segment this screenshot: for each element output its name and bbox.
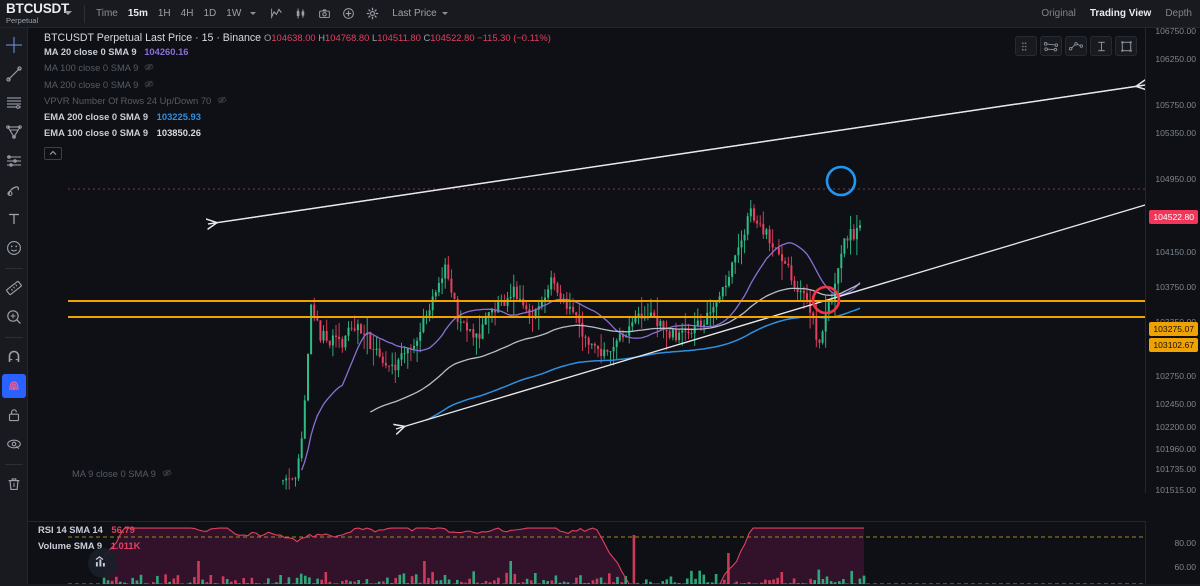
volume-label: Volume SMA 9 [38,540,103,551]
price-axis-tick: 102750.00 [1155,371,1196,381]
zoom-in-tool[interactable] [2,305,26,329]
view-original[interactable]: Original [1041,8,1076,19]
price-source-label: Last Price [392,8,437,19]
price-axis-tick: 106250.00 [1155,54,1196,64]
timeframe-1d[interactable]: 1D [203,8,217,19]
remove-drawings-tool[interactable] [2,472,26,496]
emoji-tool[interactable] [2,236,26,260]
price-chart-svg [68,28,1145,490]
trend-line-tool[interactable] [2,62,26,86]
legend-collapse-button[interactable] [44,146,62,160]
camera-icon[interactable] [312,0,336,28]
measure-ruler-tool[interactable] [2,276,26,300]
price-axis-tick: 101735.00 [1155,464,1196,474]
divider [4,464,23,465]
chart-type-icon[interactable] [264,0,288,28]
divider [4,268,23,269]
view-trading-view[interactable]: Trading View [1089,8,1152,19]
price-axis-tick: 106750.00 [1155,26,1196,36]
price-axis-tick: 101960.00 [1155,444,1196,454]
legend-indicator-ma9[interactable]: MA 9 close 0 SMA 9 [72,468,172,479]
settings-gear-icon[interactable] [360,0,384,28]
magnet-mode-icon[interactable] [1040,36,1062,56]
blue-circle-marker [825,165,857,197]
crosshair-tool[interactable] [2,33,26,57]
chart-tool-buttons [1015,36,1137,56]
rsi-value: 56.79 [111,524,135,535]
timeframe-15m[interactable]: 15m [127,8,148,19]
price-axis-tick: 102450.00 [1155,399,1196,409]
hidden-eye-icon[interactable] [162,468,172,478]
lower-pane-svg [68,527,1145,586]
fib-retracement-tool[interactable] [2,149,26,173]
view-depth[interactable]: Depth [1165,8,1192,19]
volume-legend[interactable]: Volume SMA 9 1.011K [38,540,140,551]
magnet-tool[interactable] [2,345,26,369]
object-tree-icon[interactable] [1015,36,1037,56]
price-axis-tick: 102200.00 [1155,422,1196,432]
add-indicator-icon[interactable] [336,0,360,28]
bottom-strip [0,584,1200,586]
price-axis-red-tag[interactable]: 104522.80 [1149,210,1198,224]
price-axis[interactable]: 106250.00 105750.00 105350.00 106750.00 1049… [1145,26,1200,495]
price-axis-tick: 104150.00 [1155,247,1196,257]
lower-axis-tick: 60.00 [1174,562,1196,572]
timeframe-1w[interactable]: 1W [226,8,242,19]
candlestick-series [282,200,861,490]
price-pane[interactable]: BTCUSDT Perpetual Last Price · 15 · Bina… [28,28,1145,493]
price-axis-tick: 105350.00 [1155,128,1196,138]
fib-pattern-tool[interactable] [2,120,26,144]
price-axis-tick: 104950.00 [1155,174,1196,184]
timeframe-4h[interactable]: 4H [180,8,194,19]
lower-indicator-pane[interactable]: RSI 14 SMA 14 56.79 Volume SMA 9 1.011K [28,521,1145,586]
ma20-line [301,242,861,471]
horizontal-lines-tool[interactable] [2,91,26,115]
price-axis-tick: 101515.00 [1155,485,1196,495]
rsi-legend[interactable]: RSI 14 SMA 14 56.79 [38,524,135,535]
volume-value: 1.011K [110,540,141,551]
symbol-selector[interactable]: BTCUSDT Perpetual [0,0,78,28]
divider [84,4,85,23]
chevron-down-icon [441,12,448,15]
ema200-line [426,307,861,421]
ema100-line [369,283,861,413]
brush-tool[interactable] [2,178,26,202]
chevron-down-icon[interactable] [64,10,72,15]
symbol-name: BTCUSDT [6,1,70,16]
price-axis-orange-tag[interactable]: 103102.67 [1149,338,1198,352]
timeframe-more-chevron-down-icon[interactable] [250,12,257,15]
divider [4,337,23,338]
candle-icon[interactable] [288,0,312,28]
red-circle-marker [811,285,841,315]
rsi-line [103,527,864,586]
left-drawing-toolbar [0,28,28,586]
price-axis-tick: 105750.00 [1155,100,1196,110]
drawing-mode-tool[interactable] [1,374,26,398]
upper-channel-top-ray-arrow [208,84,1145,224]
rsi-area-fill [104,528,864,586]
legend-ma9-label: MA 9 close 0 SMA 9 [72,468,156,479]
view-switcher: Original Trading View Depth [1041,8,1200,19]
hide-drawings-tool[interactable] [2,432,26,456]
rsi-label: RSI 14 SMA 14 [38,524,103,535]
timeframe-1h[interactable]: 1H [157,8,171,19]
time-label: Time [96,8,118,19]
chart-watermark-logo [88,548,118,578]
top-toolbar: BTCUSDT Perpetual Time 15m 1H 4H 1D 1W [0,0,1200,28]
select-area-icon[interactable] [1115,36,1137,56]
price-axis-tick: 103750.00 [1155,282,1196,292]
chart-container: BTCUSDT Perpetual Last Price · 15 · Bina… [28,26,1200,586]
price-source-selector[interactable]: Last Price [384,8,448,19]
price-axis-orange-tag[interactable]: 103275.07 [1149,322,1198,336]
drawing-toolbar-icon[interactable] [1065,36,1087,56]
measure-icon[interactable] [1090,36,1112,56]
symbol-subtitle: Perpetual [6,16,39,25]
lock-drawings-tool[interactable] [2,403,26,427]
lower-axis-tick: 80.00 [1174,538,1196,548]
text-tool[interactable] [2,207,26,231]
